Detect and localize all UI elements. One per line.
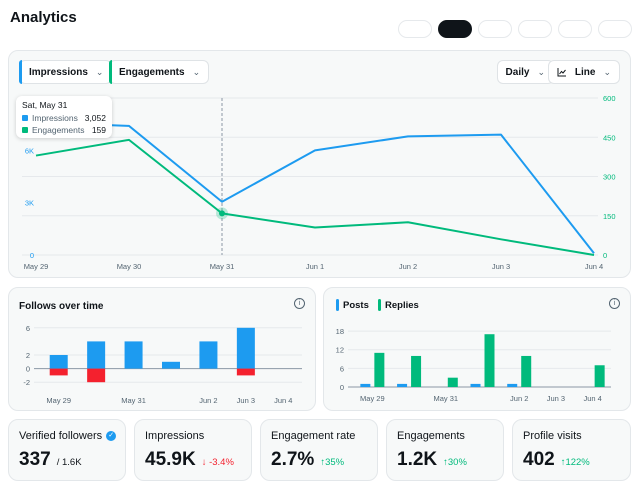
line-chart-icon xyxy=(557,67,566,76)
impressions-swatch xyxy=(22,115,28,121)
chevron-down-icon: ⌄ xyxy=(95,66,104,77)
stat-label: Engagement rate xyxy=(271,430,356,442)
range-pill[interactable] xyxy=(518,20,552,38)
info-icon[interactable]: i xyxy=(294,298,305,309)
metric-1-label: Impressions xyxy=(29,66,88,78)
stat-card-engagement-rate[interactable]: Engagement rate 2.7% ↑35% xyxy=(260,419,378,481)
stat-change: ↑30% xyxy=(443,457,467,468)
stat-label: Impressions xyxy=(145,430,205,442)
stat-value-text: 45.9K xyxy=(145,449,196,470)
stat-label: Engagements xyxy=(397,430,465,442)
stat-card-profile-visits[interactable]: Profile visits 402 ↑122% xyxy=(512,419,631,481)
main-chart-card: Impressions ⌄ Engagements ⌄ Daily ⌄ Line… xyxy=(8,50,631,278)
legend-replies[interactable]: Replies xyxy=(378,299,419,311)
legend-posts[interactable]: Posts xyxy=(336,299,369,311)
stat-value: 402 ↑122% xyxy=(523,449,590,471)
metric-2-dropdown[interactable]: Engagements ⌄ xyxy=(109,60,210,84)
engagements-swatch xyxy=(22,127,28,133)
tooltip-value: 3,052 xyxy=(84,113,106,123)
granularity-dropdown[interactable]: Daily ⌄ xyxy=(496,60,554,84)
stat-value: 2.7% ↑35% xyxy=(271,449,344,471)
top-bar: Analytics xyxy=(0,0,640,44)
stat-sub: / 1.6K xyxy=(56,457,82,468)
stat-value: 1.2K ↑30% xyxy=(397,449,467,471)
info-icon[interactable]: i xyxy=(609,298,620,309)
stat-label: Profile visits xyxy=(523,430,582,442)
stat-card-impressions[interactable]: Impressions 45.9K ↓ -3.4% xyxy=(134,419,252,481)
range-pill[interactable] xyxy=(558,20,592,38)
follows-title: Follows over time xyxy=(19,301,104,312)
stat-card-verified-followers[interactable]: Verified followers ✓ 337 / 1.6K xyxy=(8,419,126,481)
stat-card-engagements[interactable]: Engagements 1.2K ↑30% xyxy=(386,419,504,481)
stat-value: 45.9K ↓ -3.4% xyxy=(145,449,234,471)
range-pill[interactable] xyxy=(478,20,512,38)
page-title: Analytics xyxy=(10,9,77,26)
replies-color-bar xyxy=(378,299,381,311)
stat-value-text: 2.7% xyxy=(271,449,315,470)
stat-value-text: 337 xyxy=(19,449,51,470)
metric-1-dropdown[interactable]: Impressions ⌄ xyxy=(19,60,113,84)
date-range-selector xyxy=(398,20,632,38)
tooltip-row-engagements: Engagements 159 xyxy=(22,124,106,136)
range-pill-active[interactable] xyxy=(438,20,472,38)
chevron-down-icon: ⌄ xyxy=(192,66,201,77)
stat-value: 337 / 1.6K xyxy=(19,449,82,471)
tooltip-label: Impressions xyxy=(32,113,78,123)
stat-label-text: Verified followers xyxy=(19,430,103,442)
legend-posts-label: Posts xyxy=(343,299,369,311)
tooltip-value: 159 xyxy=(91,125,106,135)
legend-replies-label: Replies xyxy=(385,299,419,311)
range-pill[interactable] xyxy=(398,20,432,38)
stat-change: ↑122% xyxy=(560,457,590,468)
chart-style-label: Line xyxy=(574,66,596,78)
chevron-down-icon: ⌄ xyxy=(603,66,611,77)
range-pill[interactable] xyxy=(598,20,632,38)
impressions-color-bar xyxy=(19,60,22,84)
follows-card: Follows over time i xyxy=(8,287,316,411)
granularity-label: Daily xyxy=(505,66,530,78)
stat-value-text: 1.2K xyxy=(397,449,438,470)
posts-color-bar xyxy=(336,299,339,311)
stat-change: ↓ -3.4% xyxy=(201,457,234,468)
stat-label: Verified followers ✓ xyxy=(19,430,117,442)
engagements-color-bar xyxy=(109,60,112,84)
chevron-down-icon: ⌄ xyxy=(537,66,545,77)
metric-2-label: Engagements xyxy=(119,66,185,78)
chart-style-dropdown[interactable]: Line ⌄ xyxy=(547,60,620,84)
tooltip-row-impressions: Impressions 3,052 xyxy=(22,112,106,124)
tooltip-label: Engagements xyxy=(32,125,85,135)
chart-tooltip: Sat, May 31 Impressions 3,052 Engagement… xyxy=(16,96,112,138)
tooltip-date: Sat, May 31 xyxy=(22,100,68,110)
posts-replies-card: Posts Replies i xyxy=(323,287,631,411)
stat-change: ↑35% xyxy=(320,457,345,468)
stat-value-text: 402 xyxy=(523,449,555,470)
verified-badge-icon: ✓ xyxy=(106,431,117,441)
